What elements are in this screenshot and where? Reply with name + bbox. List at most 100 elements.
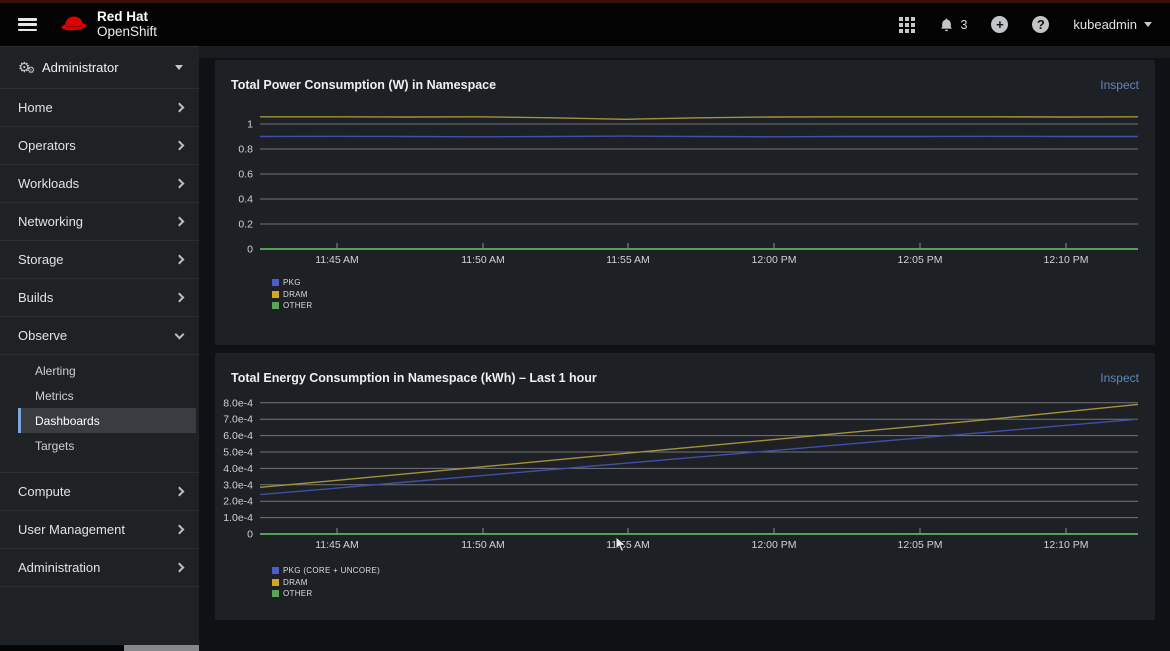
svg-text:11:50 AM: 11:50 AM	[461, 539, 505, 551]
sidebar-item-label: Networking	[18, 214, 83, 229]
chevron-right-icon	[175, 525, 185, 535]
menu-toggle-icon[interactable]	[18, 18, 37, 31]
svg-text:11:45 AM: 11:45 AM	[315, 254, 359, 266]
power-consumption-chart[interactable]: 00.20.40.60.8111:45 AM11:50 AM11:55 AM12…	[215, 60, 1155, 345]
sidebar-item-label: User Management	[18, 522, 125, 537]
legend-label: DRAM	[283, 578, 308, 587]
dashboard-content: Total Power Consumption (W) in Namespace…	[199, 46, 1170, 651]
chevron-right-icon	[175, 487, 185, 497]
notification-bell-icon	[939, 17, 954, 33]
svg-text:12:05 PM: 12:05 PM	[898, 254, 943, 266]
svg-text:12:10 PM: 12:10 PM	[1044, 254, 1089, 266]
svg-text:0.6: 0.6	[238, 169, 253, 181]
svg-text:8.0e-4: 8.0e-4	[223, 397, 253, 409]
sidebar-item-home[interactable]: Home	[0, 89, 199, 127]
inspect-link[interactable]: Inspect	[1100, 371, 1139, 385]
legend-label: DRAM	[283, 290, 308, 299]
svg-text:1: 1	[247, 119, 253, 131]
sidebar-item-label: Operators	[18, 138, 76, 153]
chevron-right-icon	[175, 217, 185, 227]
legend-label: OTHER	[283, 589, 313, 598]
legend-label: OTHER	[283, 301, 313, 310]
sidebar-item-storage[interactable]: Storage	[0, 241, 199, 279]
sidebar-subnav: AlertingMetricsDashboardsTargets	[0, 355, 199, 473]
inspect-link[interactable]: Inspect	[1100, 78, 1139, 92]
card-title: Total Energy Consumption in Namespace (k…	[231, 371, 597, 385]
sidebar-item-targets[interactable]: Targets	[18, 433, 199, 458]
svg-text:4.0e-4: 4.0e-4	[223, 463, 253, 475]
chevron-right-icon	[175, 103, 185, 113]
sidebar-item-metrics[interactable]: Metrics	[18, 383, 199, 408]
notifications-button[interactable]: 3	[939, 17, 967, 33]
card-title: Total Power Consumption (W) in Namespace	[231, 78, 496, 92]
brand-logo[interactable]: Red Hat OpenShift	[59, 10, 157, 38]
sidebar-item-alerting[interactable]: Alerting	[18, 358, 199, 383]
brand-name: Red Hat OpenShift	[97, 10, 157, 38]
svg-text:7.0e-4: 7.0e-4	[223, 414, 253, 426]
horizontal-scrollbar-track[interactable]	[0, 645, 199, 651]
svg-text:6.0e-4: 6.0e-4	[223, 430, 253, 442]
legend-swatch-icon	[272, 302, 279, 309]
sidebar-item-label: Observe	[18, 328, 67, 343]
horizontal-scrollbar-thumb[interactable]	[124, 645, 199, 651]
legend-item: PKG	[272, 277, 313, 289]
svg-text:12:00 PM: 12:00 PM	[752, 539, 797, 551]
sidebar-item-dashboards[interactable]: Dashboards	[18, 408, 196, 433]
sidebar-item-administration[interactable]: Administration	[0, 549, 199, 587]
legend-item: PKG (CORE + UNCORE)	[272, 565, 380, 577]
sidebar-item-networking[interactable]: Networking	[0, 203, 199, 241]
sidebar-item-label: Workloads	[18, 176, 79, 191]
sidebar-item-label: Compute	[18, 484, 71, 499]
chevron-right-icon	[175, 141, 185, 151]
svg-text:11:45 AM: 11:45 AM	[315, 539, 359, 551]
sidebar-item-builds[interactable]: Builds	[0, 279, 199, 317]
legend-swatch-icon	[272, 579, 279, 586]
svg-text:0: 0	[247, 529, 253, 541]
redhat-fedora-icon	[59, 13, 89, 37]
svg-text:3.0e-4: 3.0e-4	[223, 479, 253, 491]
legend-swatch-icon	[272, 279, 279, 286]
perspective-switcher[interactable]: ⚙⚙ Administrator	[0, 47, 199, 89]
svg-text:11:55 AM: 11:55 AM	[606, 254, 650, 266]
chart-legend: PKG DRAM OTHER	[272, 277, 313, 312]
legend-swatch-icon	[272, 590, 279, 597]
sidebar-item-label: Storage	[18, 252, 64, 267]
svg-text:1.0e-4: 1.0e-4	[223, 512, 253, 524]
notification-count: 3	[960, 18, 967, 32]
cogs-icon: ⚙⚙	[18, 59, 36, 76]
legend-label: PKG	[283, 278, 301, 287]
sidebar-item-label: Builds	[18, 290, 53, 305]
svg-text:0.4: 0.4	[238, 194, 253, 206]
masthead: Red Hat OpenShift 3 + ? kubeadmin	[0, 3, 1170, 46]
legend-label: PKG (CORE + UNCORE)	[283, 566, 380, 575]
add-icon[interactable]: +	[991, 16, 1008, 33]
sidebar-item-observe[interactable]: Observe	[0, 317, 199, 355]
sidebar-item-label: Administration	[18, 560, 100, 575]
svg-text:12:05 PM: 12:05 PM	[898, 539, 943, 551]
help-icon[interactable]: ?	[1032, 16, 1049, 33]
chevron-right-icon	[175, 179, 185, 189]
sidebar-item-workloads[interactable]: Workloads	[0, 165, 199, 203]
sidebar-item-user-management[interactable]: User Management	[0, 511, 199, 549]
chevron-right-icon	[175, 255, 185, 265]
legend-swatch-icon	[272, 567, 279, 574]
app-launcher-icon[interactable]	[899, 17, 915, 33]
svg-text:12:00 PM: 12:00 PM	[752, 254, 797, 266]
chevron-right-icon	[175, 563, 185, 573]
svg-text:0.8: 0.8	[238, 144, 253, 156]
chevron-right-icon	[175, 293, 185, 303]
svg-text:2.0e-4: 2.0e-4	[223, 496, 253, 508]
sidebar-item-operators[interactable]: Operators	[0, 127, 199, 165]
user-menu[interactable]: kubeadmin	[1073, 17, 1152, 32]
svg-text:12:10 PM: 12:10 PM	[1044, 539, 1089, 551]
mouse-cursor	[614, 536, 630, 554]
sidebar-item-label: Home	[18, 100, 53, 115]
legend-item: OTHER	[272, 300, 313, 312]
caret-down-icon	[175, 65, 183, 70]
sidebar-item-compute[interactable]: Compute	[0, 473, 199, 511]
legend-swatch-icon	[272, 291, 279, 298]
power-consumption-card: Total Power Consumption (W) in Namespace…	[215, 60, 1155, 345]
username: kubeadmin	[1073, 17, 1137, 32]
legend-item: DRAM	[272, 577, 380, 589]
chart-legend: PKG (CORE + UNCORE) DRAM OTHER	[272, 565, 380, 600]
